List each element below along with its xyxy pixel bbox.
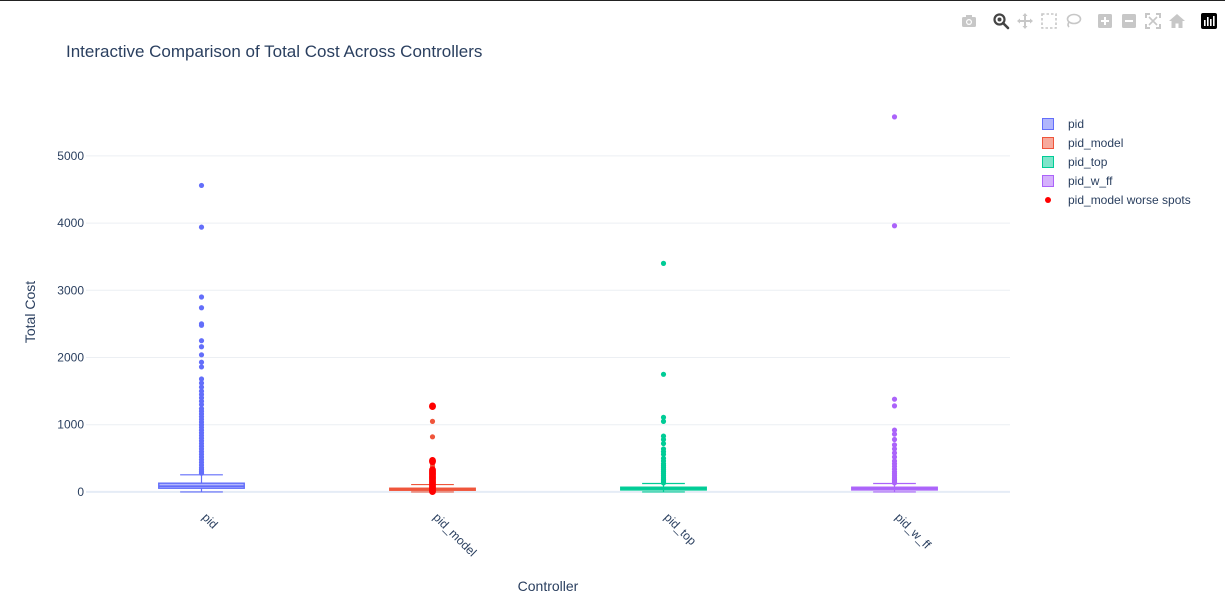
outlier-point — [198, 380, 205, 386]
outlier-point — [891, 480, 898, 486]
zoom-in-icon — [1098, 14, 1112, 28]
worse-spot-point — [429, 488, 436, 495]
legend-item-pid_top[interactable]: pid_top — [1040, 152, 1191, 171]
pan-icon — [1017, 13, 1033, 29]
y-axis-title: Total Cost — [22, 281, 38, 343]
box-pid_top — [620, 260, 707, 493]
legend-swatch — [1042, 136, 1054, 149]
x-tick-label: pid_model — [430, 510, 479, 559]
legend-label: pid — [1068, 116, 1085, 131]
outlier-point — [198, 305, 205, 311]
outlier-point — [198, 344, 205, 350]
outlier-point — [891, 431, 898, 437]
worse-spot-point — [429, 403, 436, 410]
legend-label: pid_top — [1068, 154, 1108, 169]
outlier-point — [198, 338, 205, 344]
zoom-icon — [993, 13, 1010, 30]
reset-axes-button[interactable] — [1168, 12, 1186, 30]
y-tick-label: 5000 — [57, 149, 84, 163]
lasso-select-button[interactable] — [1064, 12, 1082, 30]
chart-title: Interactive Comparison of Total Cost Acr… — [66, 42, 483, 61]
outlier-point — [198, 182, 205, 189]
legend: pid pid_model pid_top pid_w_ff pid_model wor… — [1040, 114, 1191, 209]
download-plot-button[interactable] — [960, 12, 978, 30]
outlier-point — [660, 436, 667, 443]
outlier-point — [891, 427, 898, 433]
x-tick-label: pid_top — [661, 510, 699, 548]
y-tick-label: 1000 — [57, 418, 84, 432]
zoom-out-button[interactable] — [1120, 12, 1138, 30]
box-pid — [158, 182, 245, 493]
outlier-point — [198, 224, 205, 230]
plotly-logo-icon — [1201, 13, 1217, 29]
pan-button[interactable] — [1016, 12, 1034, 30]
outlier-point — [660, 440, 667, 447]
home-icon — [1169, 14, 1185, 28]
outlier-point — [198, 322, 205, 328]
autoscale-icon — [1145, 13, 1161, 29]
legend-swatch — [1042, 117, 1054, 130]
outlier-point — [891, 446, 898, 452]
lasso-select-icon — [1066, 13, 1082, 28]
x-tick-label: pid_w_ff — [892, 510, 934, 552]
window-top-border — [0, 0, 1225, 1]
outlier-point — [660, 371, 667, 377]
zoom-in-button[interactable] — [1096, 12, 1114, 30]
outlier-point — [198, 401, 205, 408]
outlier-point — [198, 352, 205, 358]
outlier-point — [198, 384, 205, 390]
camera-icon — [962, 15, 976, 27]
legend-label: pid_model worse spots — [1068, 192, 1191, 207]
legend-item-pid_w_ff[interactable]: pid_w_ff — [1040, 171, 1191, 190]
outlier-point — [198, 359, 205, 365]
y-tick-label: 3000 — [57, 283, 84, 297]
outlier-point — [198, 294, 205, 300]
box-select-icon — [1041, 13, 1057, 29]
outlier-point — [891, 114, 898, 120]
x-tick-label: pid — [199, 510, 220, 531]
outlier-point — [891, 223, 898, 229]
autoscale-button[interactable] — [1144, 12, 1162, 30]
outlier-point — [660, 414, 667, 420]
outlier-point — [198, 364, 205, 370]
outlier-point — [198, 376, 205, 382]
outlier-point — [891, 450, 898, 456]
x-axis-title: Controller — [518, 578, 579, 594]
legend-item-pid[interactable]: pid — [1040, 114, 1191, 133]
plotly-logo[interactable] — [1200, 12, 1218, 30]
outlier-point — [660, 418, 667, 424]
legend-label: pid_model — [1068, 135, 1124, 150]
zoom-out-icon — [1122, 14, 1136, 28]
legend-item-pid_model-worse-spots[interactable]: pid_model worse spots — [1040, 190, 1191, 209]
outlier-point — [891, 403, 898, 409]
box-pid_w_ff — [851, 114, 938, 493]
outlier-point — [660, 260, 667, 267]
outlier-point — [891, 396, 898, 402]
box-select-button[interactable] — [1040, 12, 1058, 30]
y-tick-label: 4000 — [57, 216, 84, 230]
legend-swatch — [1045, 196, 1051, 203]
outlier-point — [660, 480, 667, 486]
y-tick-label: 0 — [77, 485, 84, 499]
outlier-point — [429, 434, 436, 440]
outlier-point — [891, 436, 898, 443]
zoom-button[interactable] — [992, 12, 1010, 30]
worse-spots-series — [429, 402, 436, 495]
legend-label: pid_w_ff — [1068, 173, 1113, 188]
legend-swatch — [1042, 174, 1054, 187]
outlier-point — [660, 451, 667, 457]
outlier-point — [429, 418, 436, 424]
legend-item-pid_model[interactable]: pid_model — [1040, 133, 1191, 152]
outlier-point — [891, 442, 898, 448]
y-tick-label: 2000 — [57, 351, 84, 365]
outlier-point — [891, 454, 898, 460]
legend-swatch — [1042, 155, 1054, 168]
worse-spot-point — [429, 458, 436, 466]
